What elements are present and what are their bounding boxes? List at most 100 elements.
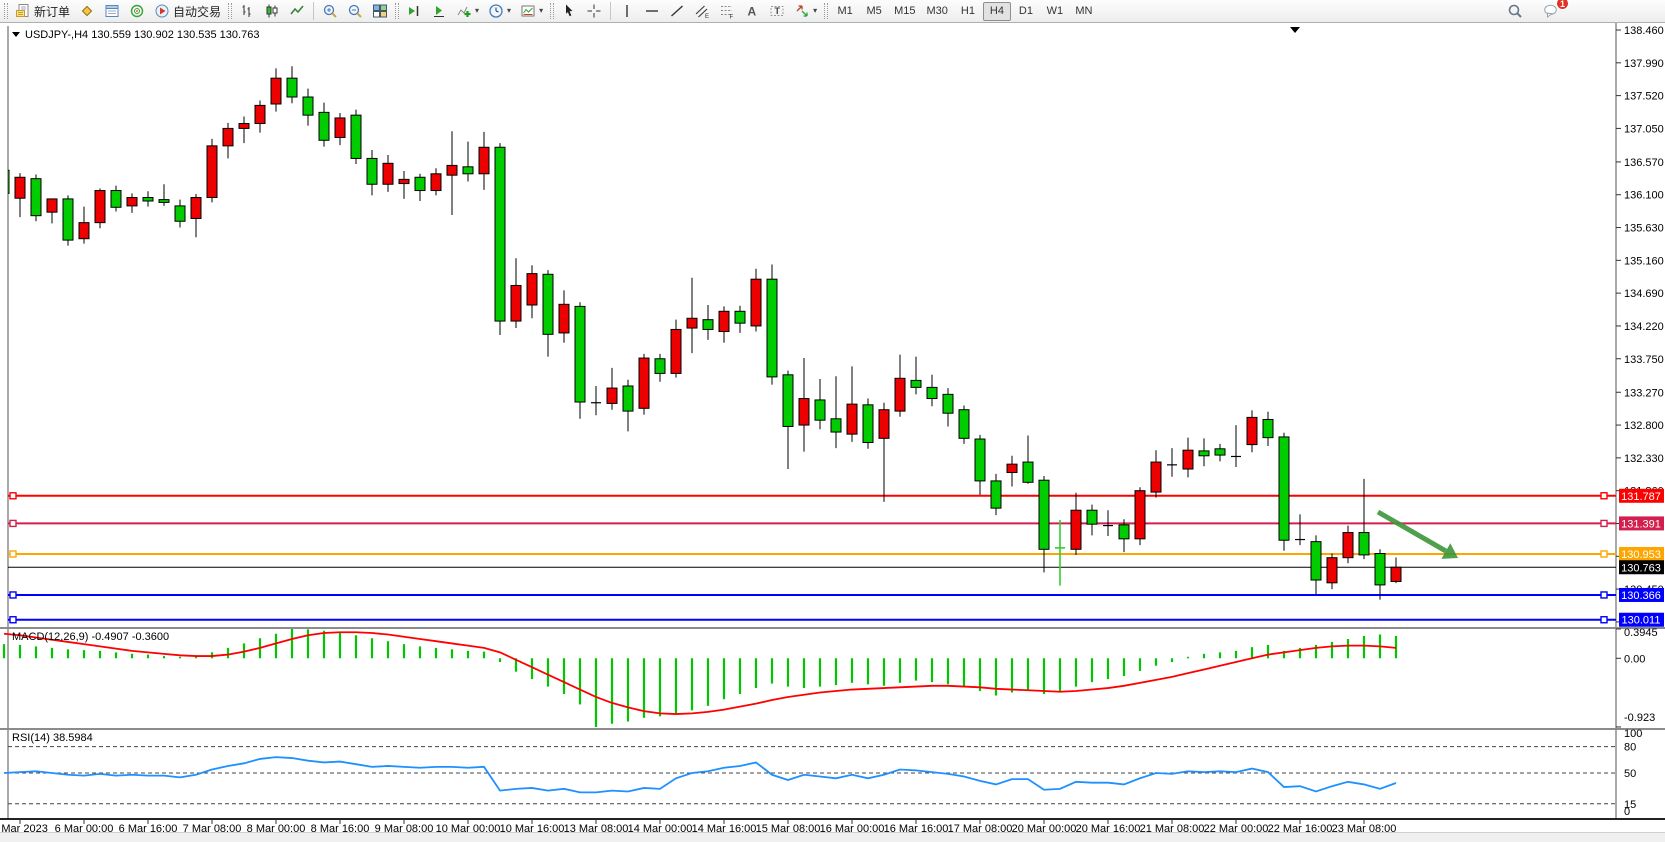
hline-handle[interactable] <box>9 616 17 624</box>
trend-arrow-annotation[interactable] <box>1376 509 1458 559</box>
crosshair-button[interactable] <box>582 1 606 21</box>
svg-text:137.520: 137.520 <box>1624 91 1664 103</box>
candle-body <box>286 77 298 98</box>
hline-handle[interactable] <box>9 550 17 558</box>
svg-text:134.220: 134.220 <box>1624 321 1664 333</box>
tile-windows-icon <box>372 3 388 19</box>
hline-handle[interactable] <box>1600 519 1608 528</box>
bar-chart-icon <box>239 3 255 19</box>
timeframe-m5-button[interactable]: M5 <box>866 5 882 17</box>
timeframe-d1-button[interactable]: D1 <box>1018 5 1033 17</box>
auto-scroll-button[interactable] <box>427 1 451 21</box>
trendline-tool-button[interactable] <box>665 1 689 21</box>
hline-handle[interactable] <box>1600 591 1608 599</box>
trendline-icon <box>669 3 685 19</box>
periods-button[interactable]: ▾ <box>484 1 515 21</box>
candlestick-chart-button[interactable] <box>260 1 284 21</box>
line-chart-button[interactable] <box>285 1 309 21</box>
hline-handle[interactable] <box>9 492 17 500</box>
text-label-tool-button[interactable]: T <box>765 1 789 21</box>
candle-body <box>542 273 554 335</box>
chart-title-dropdown-icon[interactable] <box>12 32 20 37</box>
toolbar-gripper[interactable] <box>4 3 8 19</box>
candle-body <box>30 178 42 217</box>
candle-body <box>526 273 538 306</box>
timeframe-m1-button[interactable]: M1 <box>837 5 853 17</box>
candle-body <box>1022 461 1034 483</box>
arrows-tool-button[interactable]: ▾ <box>790 1 821 21</box>
templates-button[interactable]: ▾ <box>516 1 547 21</box>
market-watch-button[interactable] <box>75 1 99 21</box>
indicators-button[interactable]: ▾ <box>452 1 483 21</box>
vertical-line-tool-button[interactable] <box>615 1 639 21</box>
svg-text:A: A <box>748 5 757 19</box>
rsi-line <box>3 756 1397 794</box>
timeframe-m15-button[interactable]: M15 <box>894 5 916 17</box>
horizontal-line-tool-button[interactable] <box>640 1 664 21</box>
text-tool-button[interactable]: A <box>740 1 764 21</box>
auto-trading-button[interactable]: 自动交易 <box>150 1 225 21</box>
chevron-down-icon: ▾ <box>507 6 512 15</box>
cursor-button[interactable] <box>557 1 581 21</box>
hline-handle[interactable] <box>1600 550 1608 558</box>
time-axis[interactable]: 3 Mar 2023 6 Mar 00:00 6 Mar 16:00 7 Mar 08… <box>0 819 1396 832</box>
rsi-axis[interactable]: 100 80 50 150 <box>8 728 1642 818</box>
macd-pane: MACD(12,26,9) -0.4907 -0.3600 <box>2 628 1398 727</box>
zoom-in-button[interactable] <box>318 1 342 21</box>
toolbar-gripper[interactable] <box>550 3 555 19</box>
chart-dropdown-arrow[interactable] <box>1290 27 1300 33</box>
svg-text:135.160: 135.160 <box>1624 255 1664 267</box>
candle-body <box>1358 532 1370 556</box>
navigator-button[interactable] <box>125 1 149 21</box>
candle-body <box>1214 448 1226 456</box>
hline-handle[interactable] <box>1600 616 1608 624</box>
toolbar-gripper[interactable] <box>228 3 233 19</box>
timeframe-h4-button[interactable]: H4 <box>982 1 1011 21</box>
svg-text:133.270: 133.270 <box>1624 387 1664 399</box>
fibonacci-icon: F <box>719 3 735 19</box>
macd-axis[interactable]: 0.3945 0.00 -0.923 <box>1616 627 1658 728</box>
toolbar-gripper[interactable] <box>395 3 400 19</box>
timeframe-h1-button[interactable]: H1 <box>960 5 975 17</box>
new-order-button[interactable]: 新订单 <box>11 1 74 21</box>
notifications-button[interactable]: 1 <box>1539 0 1569 21</box>
svg-text:3 Mar 2023: 3 Mar 2023 <box>0 823 48 832</box>
candle-body <box>638 357 650 409</box>
toolbar-gripper[interactable] <box>824 3 829 19</box>
candle-body <box>270 77 282 105</box>
candle-body <box>1182 449 1194 470</box>
zoom-out-button[interactable] <box>343 1 367 21</box>
hline-handle[interactable] <box>9 519 17 528</box>
vertical-line-icon <box>619 3 635 19</box>
timeframe-m30-button[interactable]: M30 <box>926 5 948 17</box>
rsi-label: RSI(14) 38.5984 <box>12 732 93 744</box>
candle-body <box>958 409 970 439</box>
zoom-in-icon <box>322 3 338 19</box>
candle-body <box>622 385 634 412</box>
data-window-button[interactable] <box>100 1 124 21</box>
bar-chart-button[interactable] <box>235 1 259 21</box>
svg-text:22 Mar 16:00: 22 Mar 16:00 <box>1268 823 1333 832</box>
candle-body <box>798 398 810 426</box>
timeframe-mn-button[interactable]: MN <box>1075 5 1093 17</box>
tile-windows-button[interactable] <box>368 1 392 21</box>
hline-handle[interactable] <box>1600 492 1608 500</box>
channel-tool-button[interactable]: E <box>690 1 714 21</box>
line-chart-icon <box>289 3 305 19</box>
candle-body <box>702 319 714 330</box>
fibonacci-tool-button[interactable]: F <box>715 1 739 21</box>
candle-body <box>654 358 666 374</box>
svg-text:130.366: 130.366 <box>1621 590 1661 602</box>
svg-text:131.787: 131.787 <box>1621 491 1661 503</box>
timeframe-w1-button[interactable]: W1 <box>1046 5 1064 17</box>
hline-handle[interactable] <box>9 591 17 599</box>
chart-shift-button[interactable] <box>402 1 426 21</box>
svg-text:20 Mar 00:00: 20 Mar 00:00 <box>1012 823 1077 832</box>
candle-body <box>1342 532 1354 559</box>
chart-canvas[interactable]: 138.460 137.990 137.520 137.050 136.570 136.1… <box>0 23 1665 832</box>
svg-text:131.391: 131.391 <box>1621 518 1661 530</box>
new-order-icon <box>15 3 31 19</box>
search-button[interactable] <box>1503 1 1527 21</box>
candle-body <box>878 409 890 439</box>
candle-body <box>1326 557 1338 584</box>
